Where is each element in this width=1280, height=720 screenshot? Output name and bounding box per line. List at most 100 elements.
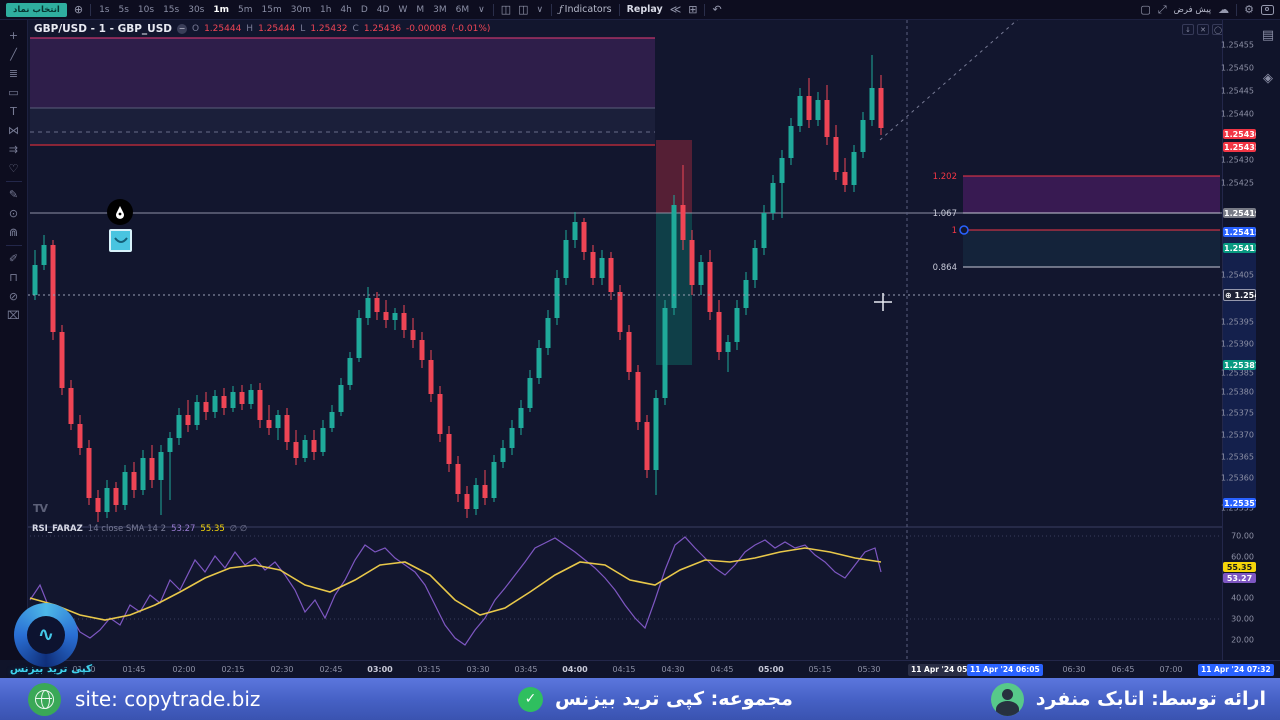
site-url-text: site: copytrade.biz [75, 687, 261, 711]
chart-canvas[interactable]: 1.202 1.067 1 0.864 [28, 20, 1222, 660]
candle [86, 448, 92, 498]
time-tick: 04:30 [661, 665, 685, 674]
fib-level-label: 1.067 [933, 209, 957, 219]
candle [266, 420, 272, 428]
time-tick: 05:15 [808, 665, 832, 674]
indicators-button[interactable]: ƒ Indicators [559, 4, 612, 15]
rewind-icon[interactable]: ≪ [669, 3, 682, 16]
zoom-tool[interactable]: ⊙ [8, 207, 19, 220]
market-status-icon[interactable]: − [176, 24, 187, 34]
rsi-params: 14 close SMA 14 2 [87, 524, 167, 534]
interval-4D[interactable]: 4D [376, 4, 390, 15]
forecast-tool[interactable]: ⇉ [8, 143, 19, 156]
fib-lines-tool[interactable]: ≣ [8, 67, 19, 80]
compare-add-icon[interactable]: ⊕ [73, 3, 84, 16]
pane-close-icon[interactable]: ✕ [1197, 24, 1209, 35]
remove-all-tool[interactable]: ⌧ [7, 309, 20, 322]
candle [122, 472, 128, 505]
interval-W[interactable]: W [398, 4, 408, 15]
symbol-select-button[interactable]: انتخاب نماد [6, 2, 67, 17]
rsi-indicator-title[interactable]: RSI_FARAZ [32, 524, 83, 534]
time-tick: 07:00 [1159, 665, 1183, 674]
time-axis[interactable]: ◔ 01:3001:4502:0002:1502:3002:4503:0003:… [28, 660, 1280, 678]
candle [293, 442, 299, 458]
divider [551, 3, 553, 16]
shapes-tool[interactable]: ▭ [8, 86, 19, 99]
emoji-brush-button[interactable] [109, 229, 132, 252]
time-tick: 01:30 [72, 665, 96, 674]
interval-more-icon[interactable]: ∨ [478, 4, 485, 15]
pane-down-icon[interactable]: ↓ [1182, 24, 1194, 35]
fib-level-label: 1.202 [933, 172, 957, 182]
snapshot-camera-icon[interactable] [1261, 4, 1274, 15]
candle [851, 152, 857, 185]
candle [797, 96, 803, 126]
candle [680, 205, 686, 240]
interval-1s[interactable]: 1s [99, 4, 110, 15]
price-label-chip: 1.25436 [1223, 129, 1261, 139]
interval-5s[interactable]: 5s [118, 4, 129, 15]
edit-lock-tool[interactable]: ✐ [8, 252, 19, 265]
price-axis[interactable]: 1.25455 1.25450 1.25445 1.25440 1.25430 1.254… [1220, 20, 1271, 660]
layout-icon[interactable]: ▢ [1140, 3, 1151, 16]
interval-1h[interactable]: 1h [319, 4, 332, 15]
candle [446, 434, 452, 464]
time-tick: 05:00 [758, 665, 784, 674]
candle [230, 392, 236, 408]
price-tick: 1.25380 [1220, 387, 1254, 397]
brush-tool[interactable]: ✎ [8, 188, 19, 201]
multichart-layout-icon[interactable]: ⊞ [688, 3, 698, 16]
drawing-anchor-pen-icon[interactable] [107, 199, 133, 225]
candle [806, 96, 812, 120]
interval-5m[interactable]: 5m [238, 4, 253, 15]
chart-style-more-icon[interactable]: ∨ [536, 4, 544, 15]
drawing-toolbar: + ╱ ≣ ▭ T ⋈ ⇉ ♡ ✎ ⊙ ⋒ ✐ ⊓ ⊘ ⌧ [0, 20, 28, 660]
candle [158, 452, 164, 480]
default-layout-button[interactable]: پیش فرض [1173, 4, 1212, 15]
cloud-save-icon[interactable]: ☁ [1218, 3, 1230, 16]
time-tick: 03:45 [514, 665, 538, 674]
chart-style-icon[interactable]: ◫ [518, 3, 529, 16]
crosshair-tool[interactable]: + [8, 29, 19, 42]
settings-gear-icon[interactable]: ⚙ [1244, 3, 1254, 16]
candle [221, 396, 227, 408]
interval-30s[interactable]: 30s [188, 4, 205, 15]
candle [203, 402, 209, 412]
symbol-status-row: GBP/USD - 1 - GBP_USD − O 1.25444 H 1.2544… [34, 23, 490, 35]
interval-3M[interactable]: 3M [433, 4, 447, 15]
trend-line-tool[interactable]: ╱ [10, 48, 17, 61]
emoji-tool[interactable]: ♡ [8, 162, 19, 175]
time-tick: 06:30 [1062, 665, 1086, 674]
candle [617, 292, 623, 332]
lock-all-tool[interactable]: ⊓ [9, 271, 18, 284]
interval-15s[interactable]: 15s [163, 4, 180, 15]
layers-icon[interactable]: ◈ [1263, 71, 1273, 86]
globe-icon [28, 682, 61, 716]
hide-all-tool[interactable]: ⊘ [8, 290, 19, 303]
interval-D[interactable]: D [360, 4, 368, 15]
symbol-title[interactable]: GBP/USD - 1 - GBP_USD [34, 23, 172, 35]
chart-type-icon[interactable]: ◫ [500, 3, 512, 16]
chart-area: 1.202 1.067 1 0.864 GBP/USD - 1 - GBP_USD −… [28, 20, 1224, 660]
price-tick: 1.25405 [1220, 270, 1254, 280]
interval-10s[interactable]: 10s [137, 4, 155, 15]
replay-button[interactable]: Replay [626, 4, 663, 15]
pattern-tool[interactable]: ⋈ [8, 124, 19, 137]
fullscreen-icon[interactable]: ⤢ [1157, 3, 1167, 16]
interval-30m[interactable]: 30m [290, 4, 311, 15]
magnet-tool[interactable]: ⋒ [8, 226, 19, 239]
candle [590, 252, 596, 278]
candle [599, 258, 605, 278]
price-tick: 1.25375 [1220, 408, 1254, 418]
interval-1m[interactable]: 1m [213, 4, 230, 15]
interval-15m[interactable]: 15m [261, 4, 282, 15]
candle [212, 396, 218, 412]
interval-6M[interactable]: 6M [455, 4, 470, 15]
object-tree-icon[interactable]: ▤ [1261, 28, 1275, 43]
interval-4h[interactable]: 4h [340, 4, 352, 15]
tradingview-logo[interactable]: TV [33, 502, 48, 515]
undo-icon[interactable]: ↶ [712, 3, 722, 16]
fib-anchor-handle[interactable] [959, 225, 969, 235]
text-tool[interactable]: T [10, 105, 17, 118]
interval-M[interactable]: M [416, 4, 425, 15]
